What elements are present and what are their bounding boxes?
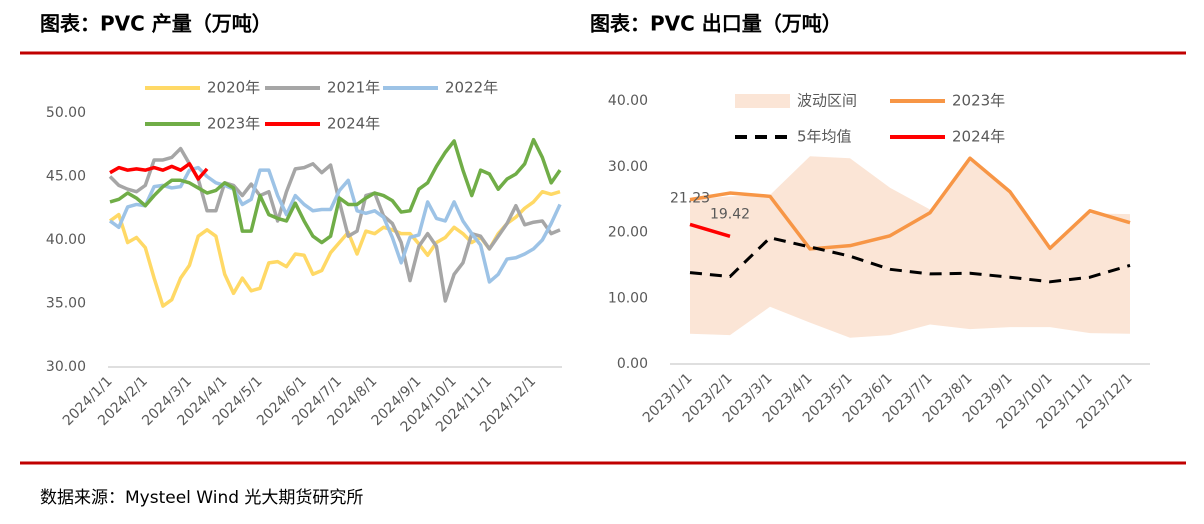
y-tick-label: 40.00 — [608, 93, 648, 109]
y-tick-label: 10.00 — [608, 290, 648, 306]
legend-label: 5年均值 — [797, 128, 852, 146]
series-line — [108, 165, 562, 284]
legend-label: 2021年 — [327, 79, 380, 97]
y-tick-label: 35.00 — [46, 296, 86, 312]
y-tick-label: 30.00 — [608, 159, 648, 175]
series-line — [109, 137, 562, 245]
source: 数据来源：Mysteel Wind 光大期货研究所 — [40, 488, 363, 508]
data-label: 21.23 — [670, 190, 710, 206]
y-tick-label: 20.00 — [608, 225, 648, 241]
band — [690, 156, 1130, 338]
chart-title: 图表：PVC 产量（万吨） — [40, 12, 272, 36]
y-tick-label: 45.00 — [46, 169, 86, 185]
y-tick-label: 30.00 — [46, 359, 86, 375]
legend-label: 2023年 — [952, 92, 1005, 110]
chart-title: 图表：PVC 出口量（万吨） — [590, 12, 842, 36]
y-tick-label: 40.00 — [46, 232, 86, 248]
legend-label: 2024年 — [327, 115, 380, 133]
series-line — [689, 156, 1131, 251]
legend-label: 2024年 — [952, 128, 1005, 146]
series-line — [109, 162, 209, 181]
y-tick-label: 0.00 — [617, 356, 648, 372]
legend-label: 2020年 — [207, 79, 260, 97]
series-line — [108, 146, 561, 303]
legend-swatch — [735, 94, 790, 108]
series-line — [689, 222, 731, 238]
series-line — [689, 236, 1131, 284]
data-label: 19.42 — [710, 206, 750, 222]
y-tick-label: 50.00 — [46, 105, 86, 121]
legend-label: 波动区间 — [797, 92, 857, 110]
legend-label: 2023年 — [207, 115, 260, 133]
series-line — [108, 189, 561, 308]
legend-label: 2022年 — [445, 79, 498, 97]
